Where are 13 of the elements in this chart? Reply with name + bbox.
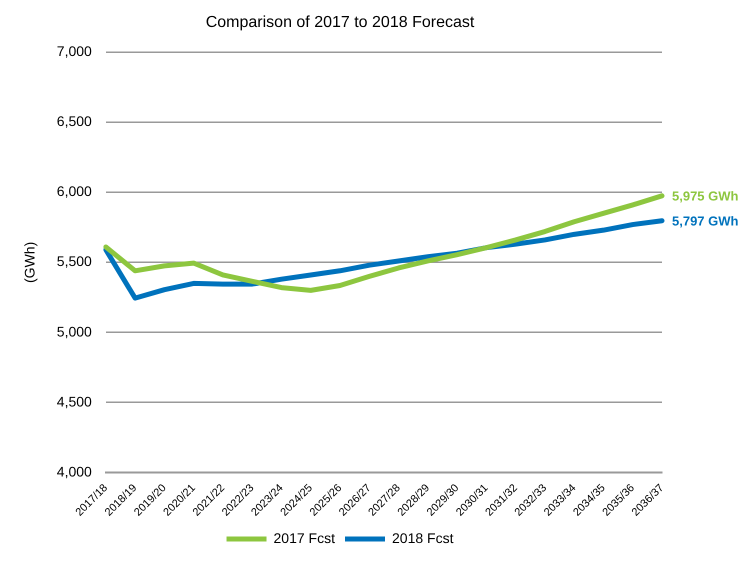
y-tick-label: 4,000: [56, 463, 92, 480]
y-tick-label: 6,000: [56, 183, 92, 200]
annotation: 5,975 GWh: [672, 188, 739, 204]
legend-label: 2017 Fcst: [274, 530, 336, 546]
y-tick-label: 5,500: [56, 253, 92, 270]
chart-title: Comparison of 2017 to 2018 Forecast: [206, 14, 475, 32]
legend-label: 2018 Fcst: [392, 530, 454, 546]
y-tick-label: 7,000: [56, 43, 92, 60]
y-tick-label: 6,500: [56, 113, 92, 130]
annotation: 5,797 GWh: [672, 213, 739, 228]
y-tick-label: 4,500: [56, 393, 92, 410]
y-tick-label: 5,000: [56, 323, 92, 340]
y-axis-title: (GWh): [21, 242, 38, 283]
